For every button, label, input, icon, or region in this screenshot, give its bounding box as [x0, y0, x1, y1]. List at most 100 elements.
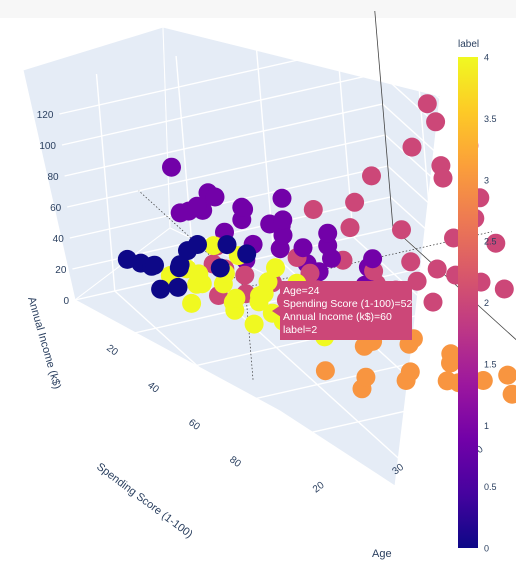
data-point-label-2[interactable]: [494, 279, 514, 299]
data-point-label-1[interactable]: [293, 238, 313, 258]
data-point-label-1[interactable]: [162, 157, 181, 177]
tooltip-line-income: Annual Income (k$)=60: [283, 311, 392, 323]
z-tick-label: 20: [55, 265, 67, 276]
data-point-label-2[interactable]: [433, 168, 453, 188]
colorbar-tick-label: 1.5: [484, 359, 497, 369]
z-axis-title: Annual Income (k$): [25, 296, 63, 391]
data-point-label-3[interactable]: [437, 371, 457, 391]
colorbar-title: label: [458, 39, 479, 50]
data-point-label-2[interactable]: [417, 94, 437, 114]
colorbar-tick-label: 2.5: [484, 237, 497, 247]
data-point-label-2[interactable]: [235, 265, 255, 285]
z-tick-label: 100: [39, 141, 56, 152]
x-tick-label: 60: [186, 417, 202, 433]
x-tick-label: 20: [104, 343, 120, 359]
colorbar-tick-label: 2: [484, 298, 489, 308]
z-grid-right: [376, 41, 516, 169]
vertical-edge: [374, 10, 394, 229]
colorbar-tick-label: 0.5: [484, 482, 497, 492]
tooltip-line-label: label=2: [283, 324, 317, 336]
data-point-label-2[interactable]: [392, 220, 411, 240]
x-grid-right: [415, 48, 435, 266]
z-tick-label: 40: [53, 234, 65, 245]
y-grid-back: [95, 73, 116, 292]
data-point-label-2[interactable]: [407, 271, 427, 291]
colorbar-tick-label: 0: [484, 544, 489, 554]
data-point-label-4[interactable]: [266, 258, 285, 278]
data-point-label-1[interactable]: [363, 249, 383, 269]
colorbar: label 0 0.5 1 1.5 2 2.5 3 3.5 4: [458, 39, 497, 554]
data-point-label-2[interactable]: [401, 252, 421, 272]
data-point-label-4[interactable]: [244, 314, 264, 334]
z-grid-back: [69, 165, 388, 239]
x-tick-label: 40: [145, 380, 161, 396]
y-tick-label: 20: [311, 480, 327, 496]
x-grid-floor: [238, 385, 516, 450]
data-point-label-2[interactable]: [426, 112, 446, 132]
data-point-label-0[interactable]: [217, 235, 237, 255]
data-point-label-0[interactable]: [170, 255, 190, 275]
tooltip-line-age: Age=24: [283, 285, 320, 297]
data-point-label-2[interactable]: [423, 292, 443, 312]
data-point-label-3[interactable]: [441, 344, 461, 364]
data-point-label-3[interactable]: [356, 367, 376, 387]
z-tick-label: 80: [47, 172, 59, 183]
z-grid-right: [387, 165, 516, 284]
z-grid-back: [61, 72, 381, 146]
data-point-label-4[interactable]: [226, 288, 246, 308]
z-tick-label: 60: [50, 203, 62, 214]
data-point-label-3[interactable]: [502, 384, 516, 404]
data-point-label-3[interactable]: [400, 362, 420, 382]
data-point-label-1[interactable]: [205, 187, 225, 207]
data-point-label-1[interactable]: [318, 223, 338, 243]
data-point-label-2[interactable]: [345, 192, 365, 212]
z-tick-label: 0: [63, 296, 69, 307]
colorbar-ticks: 0 0.5 1 1.5 2 2.5 3 3.5 4: [484, 53, 497, 554]
data-point-label-1[interactable]: [272, 188, 292, 208]
data-point-label-2[interactable]: [486, 233, 506, 253]
colorbar-tick-label: 3: [484, 175, 489, 185]
data-point-label-0[interactable]: [117, 249, 137, 269]
colorbar-tick-label: 1: [484, 421, 489, 431]
floor-edge: [392, 227, 516, 341]
z-grid-back: [64, 103, 383, 177]
tooltip-box: [280, 281, 412, 340]
data-point-label-0[interactable]: [145, 255, 164, 275]
data-point-label-2[interactable]: [362, 166, 381, 186]
data-point-label-3[interactable]: [498, 365, 516, 385]
top-toolbar-strip: [0, 0, 516, 18]
data-point-label-4[interactable]: [258, 272, 278, 292]
colorbar-gradient: [458, 57, 478, 548]
y-grid-floor: [352, 236, 516, 386]
data-point-label-2[interactable]: [303, 200, 323, 219]
data-point-label-1[interactable]: [273, 225, 293, 245]
tooltip-pointer: [272, 305, 281, 317]
z-grid-right: [379, 72, 516, 198]
z-grid-back: [59, 41, 378, 115]
data-point-label-3[interactable]: [315, 361, 335, 381]
data-point-label-1[interactable]: [232, 197, 252, 217]
data-point-label-1[interactable]: [273, 210, 293, 230]
data-point-label-2[interactable]: [300, 263, 320, 283]
z-grid-back: [67, 134, 386, 208]
data-point-label-0[interactable]: [151, 279, 171, 299]
z-grid-right: [384, 134, 516, 255]
y-grid-floor: [114, 290, 321, 478]
y-axis-title: Age: [372, 548, 392, 560]
z-tick-label: 120: [37, 110, 54, 121]
data-point-label-0[interactable]: [237, 244, 257, 264]
x-grid-right: [497, 122, 516, 340]
data-point-label-2[interactable]: [427, 259, 447, 279]
data-point-label-1[interactable]: [187, 196, 207, 216]
data-point-label-3[interactable]: [473, 371, 493, 390]
spike-x: [138, 190, 246, 288]
data-point-label-0[interactable]: [210, 258, 230, 278]
data-point-label-2[interactable]: [340, 218, 360, 238]
data-point-label-2[interactable]: [402, 137, 422, 157]
data-point-label-0[interactable]: [188, 235, 207, 254]
z-grid-right: [389, 196, 516, 312]
data-point-label-4[interactable]: [182, 293, 202, 313]
x-tick-label: 80: [227, 454, 243, 470]
data-point-label-0[interactable]: [168, 277, 188, 297]
